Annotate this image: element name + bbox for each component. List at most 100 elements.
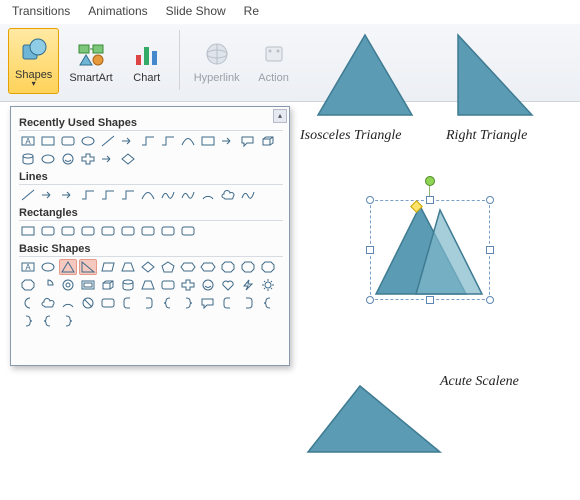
resize-handle-sw[interactable]: [366, 296, 374, 304]
shape-option-callout[interactable]: [239, 133, 257, 149]
shape-option-conn[interactable]: [99, 187, 117, 203]
resize-handle-e[interactable]: [486, 246, 494, 254]
shape-option-lbrace[interactable]: [39, 313, 57, 329]
shape-option-trap[interactable]: [139, 277, 157, 293]
shape-option-rrect[interactable]: [99, 295, 117, 311]
shape-option-rect[interactable]: [19, 223, 37, 239]
acute-scalene-shape[interactable]: [300, 380, 450, 460]
shape-option-line[interactable]: [99, 133, 117, 149]
shape-option-rect[interactable]: [39, 133, 57, 149]
shape-option-rrect[interactable]: [79, 223, 97, 239]
scroll-up-button[interactable]: ▴: [273, 109, 287, 123]
shape-option-arc[interactable]: [59, 295, 77, 311]
shape-option-oct[interactable]: [19, 277, 37, 293]
resize-handle-nw[interactable]: [366, 196, 374, 204]
shape-option-sun[interactable]: [259, 277, 277, 293]
shape-option-arrow[interactable]: [39, 187, 57, 203]
shape-option-frame[interactable]: [79, 277, 97, 293]
tab-animations[interactable]: Animations: [88, 4, 147, 18]
shape-option-arrow[interactable]: [119, 133, 137, 149]
shape-option-pie[interactable]: [39, 277, 57, 293]
resize-handle-ne[interactable]: [486, 196, 494, 204]
shape-option-text[interactable]: A: [19, 259, 37, 275]
smartart-button[interactable]: SmartArt: [63, 28, 118, 94]
resize-handle-s[interactable]: [426, 296, 434, 304]
shape-option-cloud[interactable]: [39, 295, 57, 311]
shape-option-para[interactable]: [99, 259, 117, 275]
shape-option-oct[interactable]: [239, 259, 257, 275]
shape-option-rrect[interactable]: [139, 223, 157, 239]
shape-option-lbrkt[interactable]: [119, 295, 137, 311]
shape-option-heart[interactable]: [219, 277, 237, 293]
shape-option-diam[interactable]: [139, 259, 157, 275]
shape-option-cross[interactable]: [79, 151, 97, 167]
tab-slideshow[interactable]: Slide Show: [166, 4, 226, 18]
isosceles-triangle-shape[interactable]: [310, 30, 420, 120]
right-triangle-shape[interactable]: [450, 30, 540, 120]
shape-option-donut[interactable]: [59, 277, 77, 293]
shape-option-can[interactable]: [119, 277, 137, 293]
shape-option-cloud[interactable]: [219, 187, 237, 203]
shape-option-smile[interactable]: [199, 277, 217, 293]
tab-transitions[interactable]: Transitions: [12, 4, 70, 18]
resize-handle-se[interactable]: [486, 296, 494, 304]
shape-option-conn[interactable]: [139, 133, 157, 149]
shape-option-conn[interactable]: [159, 133, 177, 149]
shape-option-can[interactable]: [19, 151, 37, 167]
shape-option-free[interactable]: [179, 187, 197, 203]
shape-option-rrect[interactable]: [99, 223, 117, 239]
shape-option-rrect[interactable]: [179, 223, 197, 239]
shape-option-tri[interactable]: [59, 259, 77, 275]
shape-option-rbrace[interactable]: [179, 295, 197, 311]
shape-option-curve[interactable]: [179, 133, 197, 149]
shape-option-arrow[interactable]: [59, 187, 77, 203]
shape-option-rrect[interactable]: [159, 277, 177, 293]
shape-option-rrect[interactable]: [59, 133, 77, 149]
shape-option-rect[interactable]: [199, 133, 217, 149]
shape-option-callout[interactable]: [199, 295, 217, 311]
resize-handle-w[interactable]: [366, 246, 374, 254]
shape-option-trap[interactable]: [119, 259, 137, 275]
shape-option-lbrace[interactable]: [159, 295, 177, 311]
shape-option-conn[interactable]: [119, 187, 137, 203]
shapes-button[interactable]: Shapes ▾: [8, 28, 59, 94]
resize-handle-n[interactable]: [426, 196, 434, 204]
rotate-handle[interactable]: [425, 176, 435, 186]
shape-option-diam[interactable]: [119, 151, 137, 167]
shape-option-rrect[interactable]: [159, 223, 177, 239]
shape-option-rtri[interactable]: [79, 259, 97, 275]
shape-option-lbrkt[interactable]: [219, 295, 237, 311]
shape-option-free[interactable]: [239, 187, 257, 203]
shape-option-arrow[interactable]: [99, 151, 117, 167]
shape-option-rbrace[interactable]: [19, 313, 37, 329]
shape-option-hex[interactable]: [179, 259, 197, 275]
shape-option-cube[interactable]: [259, 133, 277, 149]
shape-option-rbrkt[interactable]: [139, 295, 157, 311]
shape-option-line[interactable]: [19, 187, 37, 203]
shape-option-arc[interactable]: [199, 187, 217, 203]
shape-option-arrow[interactable]: [219, 133, 237, 149]
shape-option-rrect[interactable]: [119, 223, 137, 239]
shape-option-cube[interactable]: [99, 277, 117, 293]
shape-option-oval[interactable]: [39, 151, 57, 167]
shape-option-pent[interactable]: [159, 259, 177, 275]
shape-option-rbrace[interactable]: [59, 313, 77, 329]
shape-option-smile[interactable]: [59, 151, 77, 167]
shape-option-moon[interactable]: [19, 295, 37, 311]
shape-option-oct[interactable]: [259, 259, 277, 275]
chart-button[interactable]: Chart: [123, 28, 171, 94]
shape-option-rrect[interactable]: [59, 223, 77, 239]
shape-option-oval[interactable]: [39, 259, 57, 275]
shape-option-oct[interactable]: [219, 259, 237, 275]
tab-review-partial[interactable]: Re: [244, 4, 259, 18]
shape-option-curve[interactable]: [139, 187, 157, 203]
shape-option-no[interactable]: [79, 295, 97, 311]
shape-option-lbrace[interactable]: [259, 295, 277, 311]
shape-option-conn[interactable]: [79, 187, 97, 203]
shape-option-free[interactable]: [159, 187, 177, 203]
hyperlink-button[interactable]: Hyperlink: [188, 28, 246, 94]
shape-option-cross[interactable]: [179, 277, 197, 293]
shape-option-oval[interactable]: [79, 133, 97, 149]
action-button[interactable]: Action: [250, 28, 298, 94]
shape-option-bolt[interactable]: [239, 277, 257, 293]
